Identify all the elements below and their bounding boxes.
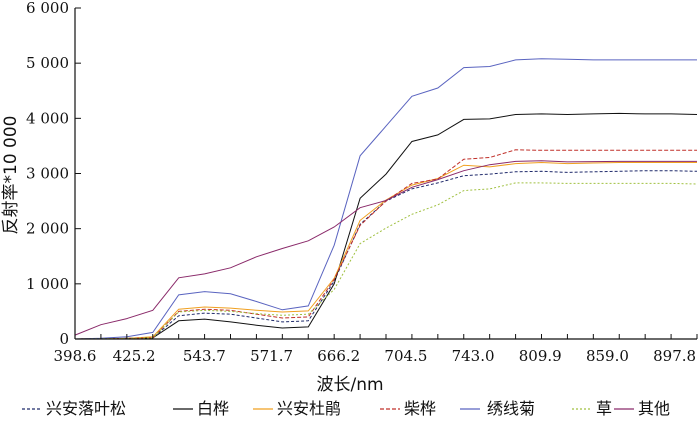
legend-label: 白桦: [197, 399, 229, 418]
legend: 兴安落叶松 白桦 兴安杜鹃 柴桦 绣线菊 草 其他: [22, 399, 670, 418]
series-line-2: [74, 112, 698, 340]
x-tick-label: 571.7: [250, 347, 293, 365]
legend-label: 柴桦: [404, 399, 436, 418]
series-line-7: [74, 160, 697, 336]
y-tick-label: 5 000: [26, 54, 69, 72]
series-line-5: [74, 58, 697, 340]
series-line-3: [74, 161, 697, 340]
legend-label: 其他: [638, 399, 670, 418]
x-tick-label: 704.5: [384, 347, 427, 365]
x-axis-title: 波长/nm: [316, 375, 383, 395]
x-tick-label: 425.2: [113, 347, 156, 365]
y-tick-label: 6 000: [26, 0, 69, 17]
x-tick-label: 809.9: [519, 347, 562, 365]
y-axis-title: 反射率*10 000: [1, 116, 21, 235]
y-tick-label: 0: [59, 330, 69, 348]
y-tick-label: 1 000: [26, 275, 69, 293]
legend-label: 兴安落叶松: [46, 399, 126, 418]
y-tick-label: 2 000: [26, 220, 69, 238]
x-tick-label: 743.0: [452, 347, 495, 365]
x-tick-label: 897.8: [653, 347, 696, 365]
series-line-1: [74, 170, 698, 340]
y-tick-label: 4 000: [26, 109, 69, 127]
series-line-4: [74, 149, 697, 340]
x-tick-label: 543.7: [183, 347, 226, 365]
y-tick-label: 3 000: [26, 165, 69, 183]
series-layer: [74, 58, 698, 340]
legend-label: 兴安杜鹃: [277, 399, 341, 418]
x-tick-label: 859.0: [586, 347, 629, 365]
series-line-6: [74, 182, 698, 340]
x-tick-label: 666.2: [317, 347, 360, 365]
x-tick-label: 398.6: [54, 347, 97, 365]
x-axis-ticks: 398.6 425.2 543.7 571.7 666.2 704.5 743.0 809.9…: [54, 334, 698, 365]
legend-label: 绣线菊: [487, 399, 535, 418]
legend-label: 草: [596, 399, 612, 418]
y-axis-ticks: 0 1 000 2 000 3 000 4 000 5 000 6 000: [26, 0, 81, 348]
